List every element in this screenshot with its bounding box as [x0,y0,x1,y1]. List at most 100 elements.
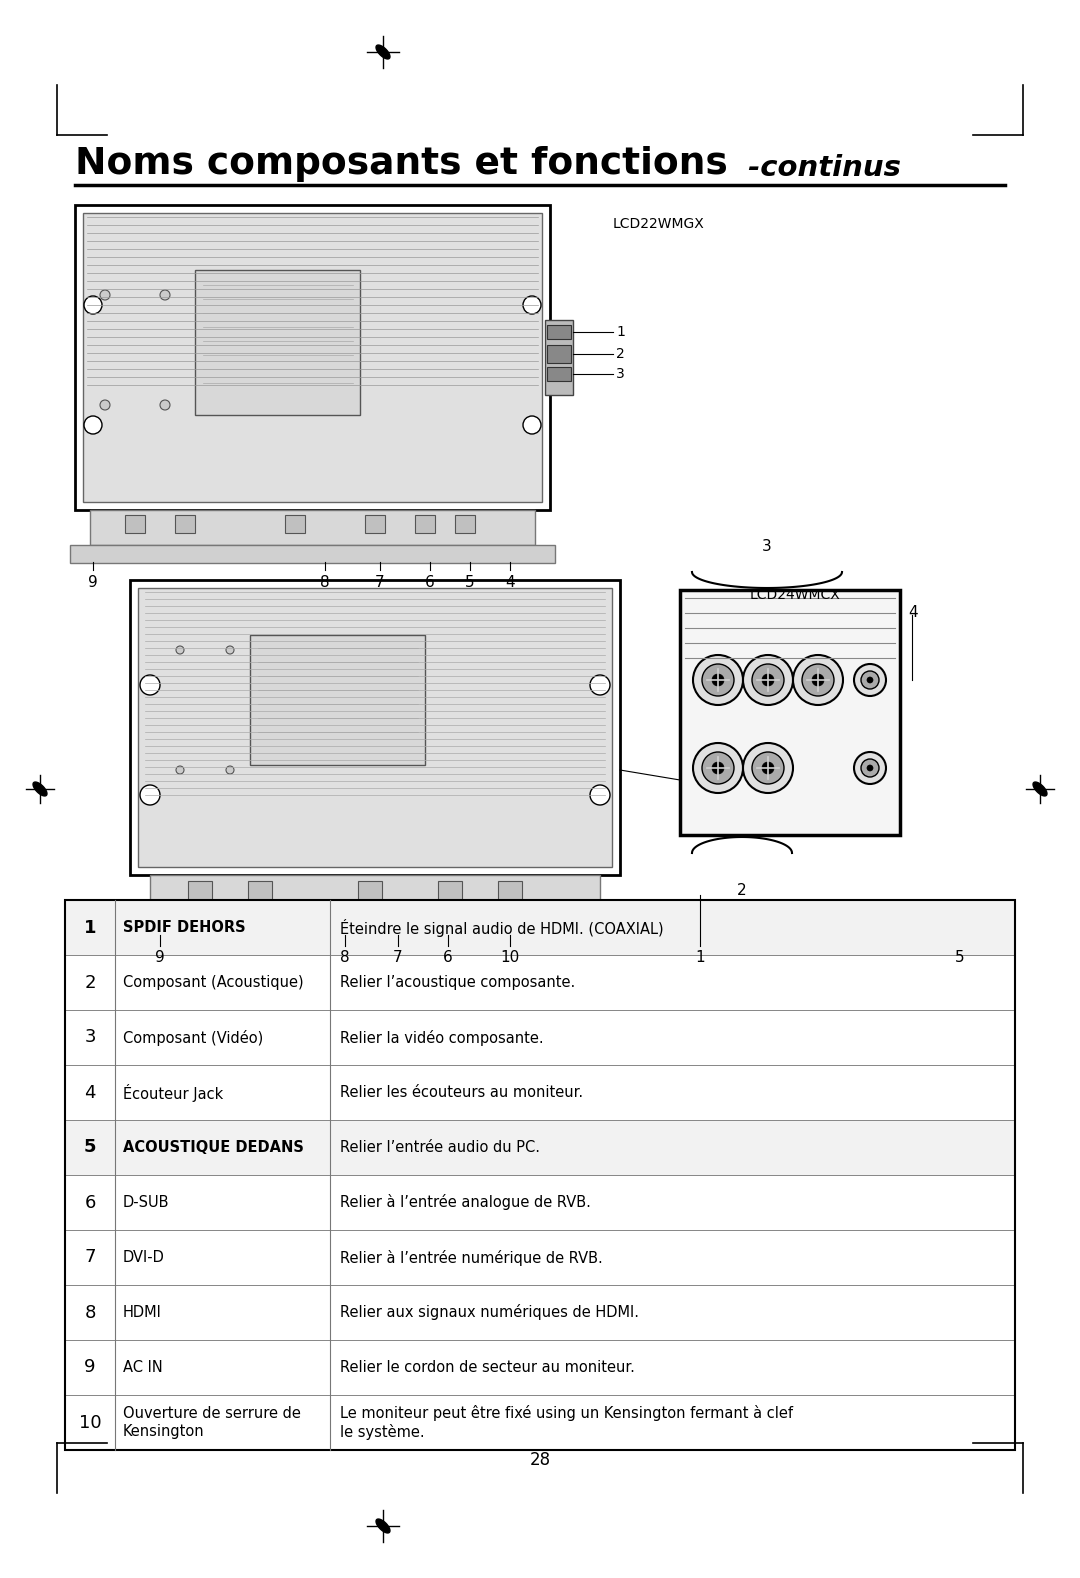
Text: 6: 6 [426,574,435,590]
Text: -continus: -continus [738,155,901,181]
Circle shape [702,664,734,696]
Text: HDMI: HDMI [123,1305,162,1321]
Circle shape [590,784,610,805]
Circle shape [176,765,184,773]
Circle shape [523,297,541,314]
Circle shape [752,753,784,784]
Text: 28: 28 [529,1452,551,1469]
Circle shape [854,753,886,784]
Polygon shape [376,1520,390,1532]
Bar [545,320,573,394]
Text: Ouverture de serrure de
Kensington: Ouverture de serrure de Kensington [123,1406,301,1439]
Text: ACOUSTIQUE DEDANS: ACOUSTIQUE DEDANS [123,1139,303,1155]
Bar [498,881,522,901]
Text: Relier à l’entrée numérique de RVB.: Relier à l’entrée numérique de RVB. [340,1250,603,1266]
Text: 3: 3 [616,368,624,380]
Circle shape [702,753,734,784]
Bar [365,514,384,533]
Bar [83,213,542,502]
Polygon shape [33,783,46,795]
Polygon shape [376,46,390,58]
Circle shape [140,784,160,805]
Text: LCD22WMGX: LCD22WMGX [613,218,705,230]
Text: 5: 5 [465,574,475,590]
Circle shape [762,674,774,686]
Text: SPDIF DEHORS: SPDIF DEHORS [123,920,245,936]
Circle shape [140,675,160,694]
Text: 9: 9 [89,574,98,590]
Text: Noms composants et fonctions: Noms composants et fonctions [75,147,728,181]
Text: D-SUB: D-SUB [123,1195,170,1210]
Text: 9: 9 [156,950,165,966]
Bar [70,544,555,563]
Text: AC IN: AC IN [123,1360,163,1374]
Text: 10: 10 [500,950,519,966]
Bar [248,881,272,901]
Circle shape [743,743,793,794]
Circle shape [793,655,843,705]
Text: 3: 3 [84,1029,96,1046]
Bar [130,581,620,874]
Circle shape [226,645,234,653]
Text: Relier à l’entrée analogue de RVB.: Relier à l’entrée analogue de RVB. [340,1195,591,1210]
Text: Relier l’entrée audio du PC.: Relier l’entrée audio du PC. [340,1139,540,1155]
Bar [90,510,535,544]
Circle shape [84,297,102,314]
Bar [65,955,1015,1010]
Text: LCD24WMCX: LCD24WMCX [750,589,840,601]
Text: Le moniteur peut être fixé using un Kensington fermant à clef
le système.: Le moniteur peut être fixé using un Kens… [340,1404,793,1441]
Circle shape [861,759,879,776]
Bar [65,1340,1015,1395]
Text: 1: 1 [84,918,96,936]
Circle shape [867,677,873,683]
Text: Relier aux signaux numériques de HDMI.: Relier aux signaux numériques de HDMI. [340,1305,639,1321]
Text: 1: 1 [616,325,625,339]
Bar [249,634,426,765]
Text: 10: 10 [79,1414,102,1431]
Text: 4: 4 [84,1084,96,1101]
Bar [65,899,1015,955]
Text: Écouteur Jack: Écouteur Jack [123,1084,224,1101]
Bar [125,514,145,533]
Circle shape [84,417,102,434]
Text: 7: 7 [84,1248,96,1267]
Text: Composant (Acoustique): Composant (Acoustique) [123,975,303,989]
Bar [175,514,195,533]
Text: 6: 6 [84,1193,96,1212]
Text: 2: 2 [738,884,746,898]
Circle shape [693,743,743,794]
Text: 1: 1 [696,950,705,966]
Bar [65,1010,1015,1065]
Circle shape [100,290,110,300]
Bar [150,874,600,917]
Text: 4: 4 [908,604,918,620]
Bar [680,590,900,835]
Bar [546,346,571,363]
Bar [195,270,360,415]
Text: Éteindre le signal audio de HDMI. (COAXIAL): Éteindre le signal audio de HDMI. (COAXI… [340,918,663,936]
Bar [65,1176,1015,1229]
Text: Relier l’acoustique composante.: Relier l’acoustique composante. [340,975,576,989]
Text: 8: 8 [320,574,329,590]
Text: 8: 8 [340,950,350,966]
Text: Relier les écouteurs au moniteur.: Relier les écouteurs au moniteur. [340,1086,583,1100]
Bar [415,514,435,533]
Bar [65,1065,1015,1120]
Circle shape [802,664,834,696]
Circle shape [743,655,793,705]
Bar [120,917,630,937]
Bar [357,881,382,901]
Circle shape [812,674,824,686]
Circle shape [693,655,743,705]
Bar [138,589,612,866]
Bar [546,325,571,339]
Bar [65,1120,1015,1176]
Circle shape [160,399,170,410]
Text: 5: 5 [84,1138,96,1157]
Circle shape [854,664,886,696]
Text: 2: 2 [84,974,96,991]
Text: 5: 5 [955,950,964,966]
Text: 2: 2 [616,347,624,361]
Text: 7: 7 [393,950,403,966]
Circle shape [100,399,110,410]
